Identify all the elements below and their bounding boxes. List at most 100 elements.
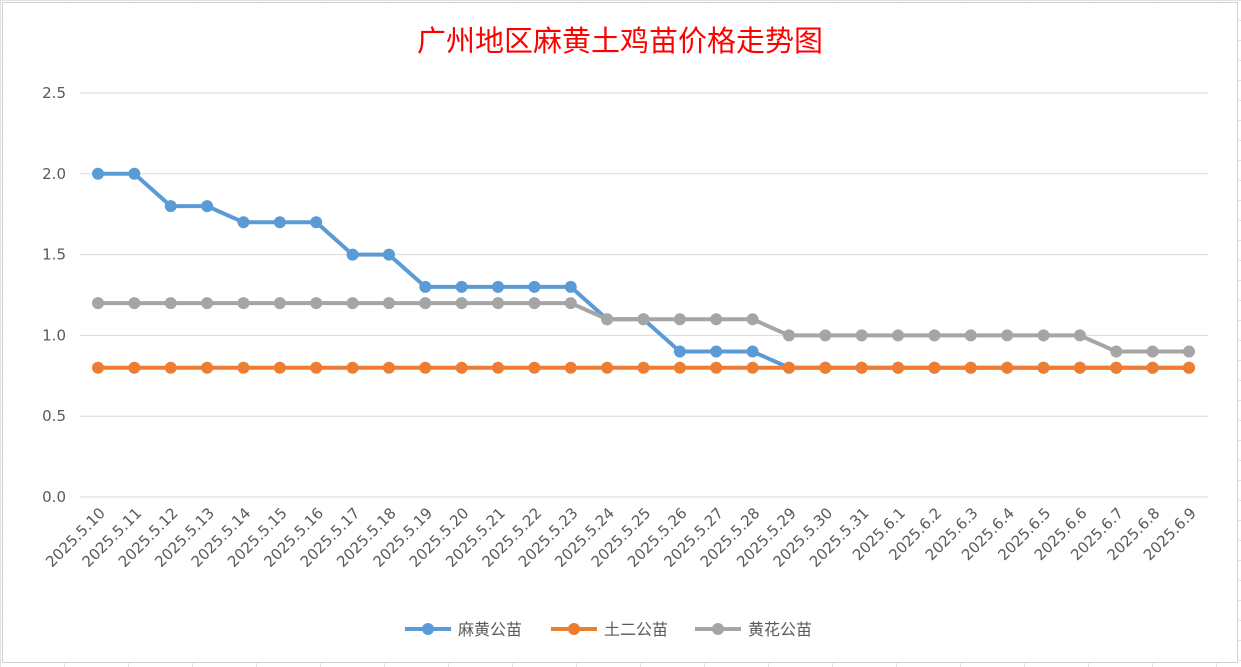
legend-item-3[interactable]: 黄花公苗 xyxy=(695,620,812,639)
data-point[interactable] xyxy=(455,280,468,293)
data-point[interactable] xyxy=(1073,329,1086,342)
data-point[interactable] xyxy=(346,297,359,310)
data-point[interactable] xyxy=(601,313,614,326)
data-point[interactable] xyxy=(419,297,432,310)
data-point[interactable] xyxy=(1183,345,1195,358)
data-point[interactable] xyxy=(164,200,177,213)
data-point[interactable] xyxy=(455,297,468,310)
data-point[interactable] xyxy=(346,361,359,374)
series-line xyxy=(96,171,1191,370)
data-point[interactable] xyxy=(564,297,577,310)
data-point[interactable] xyxy=(419,361,432,374)
data-point[interactable] xyxy=(237,216,250,229)
data-point[interactable] xyxy=(92,361,104,374)
data-point[interactable] xyxy=(528,297,541,310)
data-point[interactable] xyxy=(310,361,323,374)
legend-label: 黄花公苗 xyxy=(748,620,812,639)
data-point[interactable] xyxy=(164,361,177,374)
data-point[interactable] xyxy=(92,167,104,180)
data-point[interactable] xyxy=(964,361,977,374)
data-point[interactable] xyxy=(273,361,286,374)
data-point[interactable] xyxy=(637,313,650,326)
data-point[interactable] xyxy=(601,361,614,374)
data-point[interactable] xyxy=(237,361,250,374)
data-point[interactable] xyxy=(128,167,141,180)
data-point[interactable] xyxy=(92,297,104,310)
data-point[interactable] xyxy=(455,361,468,374)
data-point[interactable] xyxy=(382,361,395,374)
data-point[interactable] xyxy=(855,361,868,374)
data-point[interactable] xyxy=(382,248,395,261)
data-point[interactable] xyxy=(201,297,214,310)
x-axis-ticks: 2025.5.102025.5.112025.5.122025.5.132025… xyxy=(42,504,1200,571)
chart-title: 广州地区麻黄土鸡苗价格走势图 xyxy=(417,24,823,58)
legend-item-1[interactable]: 麻黄公苗 xyxy=(405,620,522,639)
data-point[interactable] xyxy=(1037,361,1050,374)
series-line xyxy=(96,301,1191,354)
data-point[interactable] xyxy=(1183,361,1195,374)
data-point[interactable] xyxy=(928,329,941,342)
data-point[interactable] xyxy=(201,361,214,374)
data-point[interactable] xyxy=(782,329,795,342)
data-point[interactable] xyxy=(128,297,141,310)
data-point[interactable] xyxy=(673,313,686,326)
data-point[interactable] xyxy=(528,280,541,293)
data-point[interactable] xyxy=(310,297,323,310)
gridlines xyxy=(80,92,1208,498)
series-1 xyxy=(92,167,1195,374)
data-point[interactable] xyxy=(273,297,286,310)
data-point[interactable] xyxy=(746,361,759,374)
data-point[interactable] xyxy=(492,361,505,374)
legend-swatch-marker xyxy=(422,623,434,635)
data-point[interactable] xyxy=(237,297,250,310)
data-point[interactable] xyxy=(1001,361,1014,374)
data-point[interactable] xyxy=(310,216,323,229)
y-tick-label: 0.0 xyxy=(42,488,66,506)
data-point[interactable] xyxy=(746,345,759,358)
legend-swatch-marker xyxy=(712,623,724,635)
data-point[interactable] xyxy=(819,361,832,374)
series-2 xyxy=(92,361,1195,374)
data-point[interactable] xyxy=(710,361,723,374)
data-point[interactable] xyxy=(1110,361,1123,374)
data-point[interactable] xyxy=(673,361,686,374)
data-point[interactable] xyxy=(382,297,395,310)
data-point[interactable] xyxy=(1146,345,1159,358)
data-point[interactable] xyxy=(346,248,359,261)
data-point[interactable] xyxy=(710,345,723,358)
data-point[interactable] xyxy=(819,329,832,342)
data-point[interactable] xyxy=(564,361,577,374)
data-point[interactable] xyxy=(419,280,432,293)
data-point[interactable] xyxy=(492,280,505,293)
data-point[interactable] xyxy=(710,313,723,326)
data-point[interactable] xyxy=(164,297,177,310)
data-point[interactable] xyxy=(128,361,141,374)
data-point[interactable] xyxy=(637,361,650,374)
series-3 xyxy=(92,297,1195,358)
data-point[interactable] xyxy=(1110,345,1123,358)
data-point[interactable] xyxy=(273,216,286,229)
data-point[interactable] xyxy=(492,297,505,310)
legend: 麻黄公苗 土二公苗 黄花公苗 xyxy=(405,620,812,639)
data-point[interactable] xyxy=(201,200,214,213)
data-point[interactable] xyxy=(892,329,905,342)
data-point[interactable] xyxy=(746,313,759,326)
data-point[interactable] xyxy=(673,345,686,358)
data-point[interactable] xyxy=(564,280,577,293)
y-tick-label: 1.5 xyxy=(42,246,66,264)
legend-item-2[interactable]: 土二公苗 xyxy=(551,620,668,639)
data-point[interactable] xyxy=(1001,329,1014,342)
data-point[interactable] xyxy=(782,361,795,374)
data-point[interactable] xyxy=(1073,361,1086,374)
data-point[interactable] xyxy=(892,361,905,374)
data-point[interactable] xyxy=(528,361,541,374)
data-point[interactable] xyxy=(964,329,977,342)
data-point[interactable] xyxy=(928,361,941,374)
series-group xyxy=(92,167,1195,374)
data-point[interactable] xyxy=(1037,329,1050,342)
legend-swatch-marker xyxy=(568,623,580,635)
data-point[interactable] xyxy=(855,329,868,342)
data-point[interactable] xyxy=(1146,361,1159,374)
